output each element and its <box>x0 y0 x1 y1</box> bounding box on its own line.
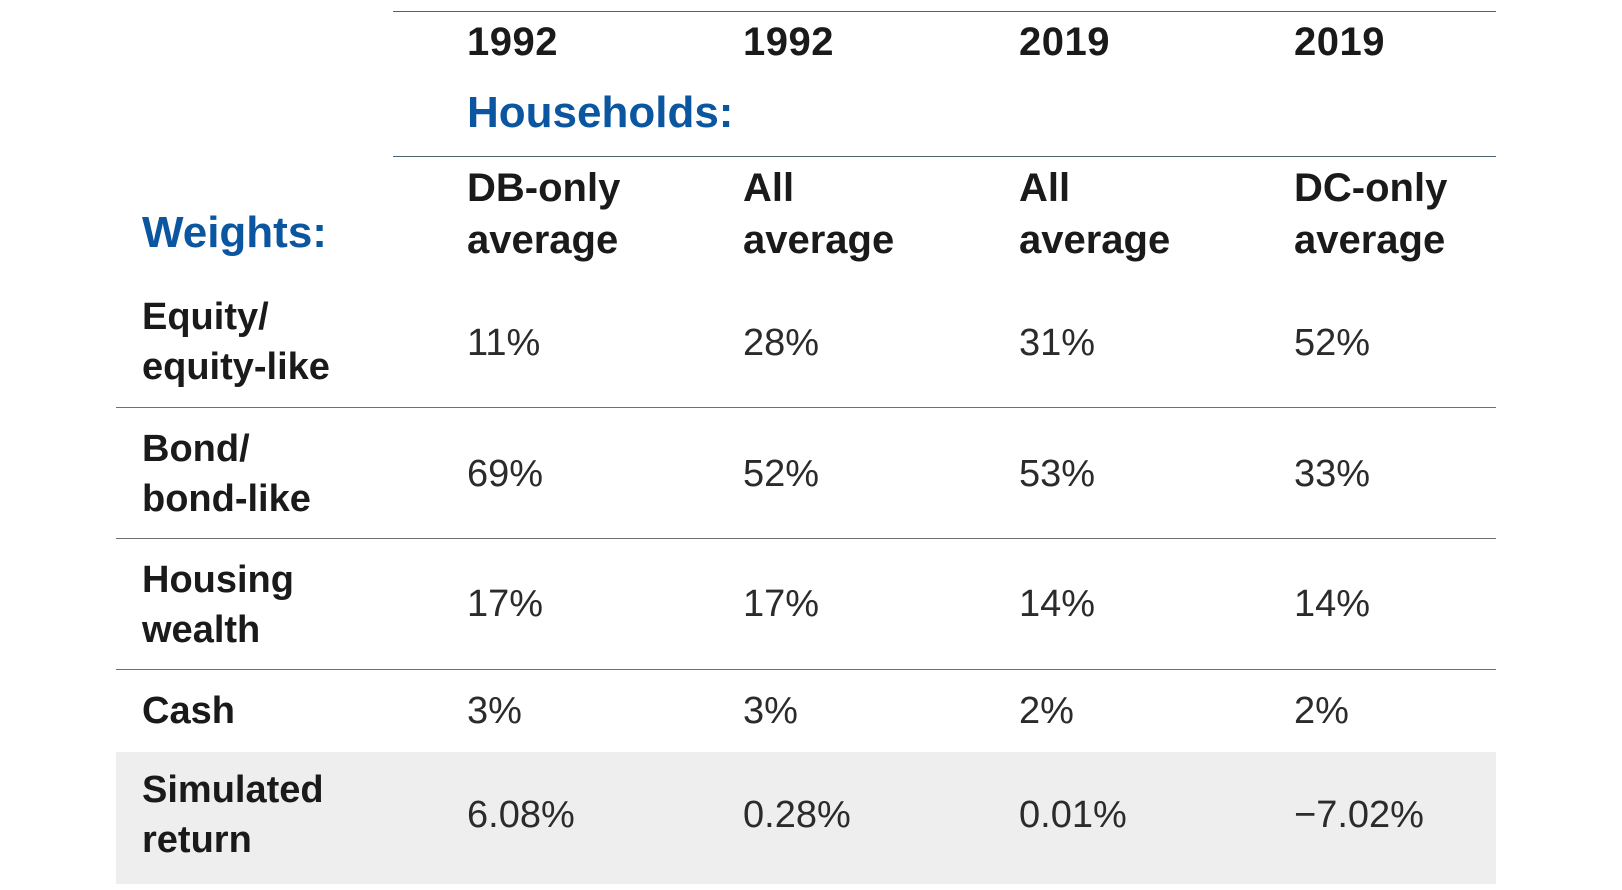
year-header-1: 1992 <box>467 20 558 64</box>
table-cell: 52% <box>1294 322 1371 364</box>
table-cell: 0.28% <box>743 794 851 836</box>
table-cell: 3% <box>743 690 798 732</box>
table-cell: 52% <box>743 453 820 495</box>
year-header-4: 2019 <box>1294 20 1385 64</box>
table-cell: 33% <box>1294 453 1371 495</box>
year-header-3: 2019 <box>1019 20 1110 64</box>
column-header-dc-only: DC-only average <box>1294 166 1448 262</box>
top-rule <box>393 11 1496 12</box>
row-label-cash: Cash <box>142 690 235 732</box>
households-rule <box>393 156 1496 157</box>
table-cell: 0.01% <box>1019 794 1127 836</box>
weights-label: Weights: <box>142 208 327 257</box>
year-header-2: 1992 <box>743 20 834 64</box>
row-label-housing: Housing wealth <box>142 559 294 651</box>
table-cell: 2% <box>1294 690 1349 732</box>
table-cell: 11% <box>467 322 541 364</box>
row-divider <box>116 669 1496 670</box>
table-cell: 69% <box>467 453 544 495</box>
table-cell: 2% <box>1019 690 1074 732</box>
table-cell: 53% <box>1019 453 1096 495</box>
table-cell: 28% <box>743 322 820 364</box>
table-cell: 3% <box>467 690 522 732</box>
row-label-bond: Bond/bond-like <box>142 428 311 520</box>
row-label-equity: Equity/equity-like <box>142 296 330 388</box>
column-header-all-2019: All average <box>1019 166 1171 262</box>
table-cell: 6.08% <box>467 794 575 836</box>
row-label-simulated-return: Simulated return <box>142 769 324 861</box>
table-cell: 17% <box>743 583 820 625</box>
column-header-db-only: DB-only average <box>467 166 621 262</box>
table-cell: 14% <box>1294 583 1371 625</box>
column-header-all-1992: All average <box>743 166 895 262</box>
table-cell: −7.02% <box>1294 794 1424 836</box>
highlight-row-background <box>116 752 1496 884</box>
row-divider <box>116 538 1496 539</box>
table-cell: 14% <box>1019 583 1096 625</box>
row-divider <box>116 407 1496 408</box>
table-cell: 31% <box>1019 322 1096 364</box>
table-cell: 17% <box>467 583 544 625</box>
households-label: Households: <box>467 88 734 137</box>
